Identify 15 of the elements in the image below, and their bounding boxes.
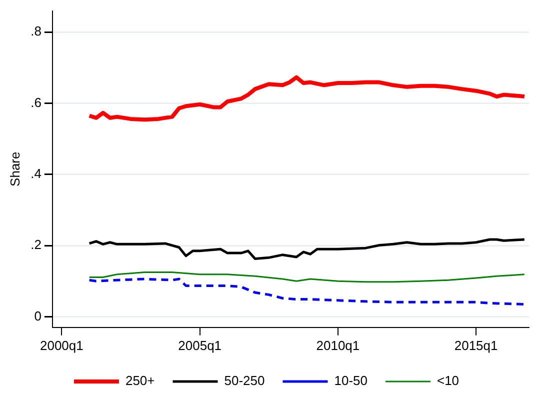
y-tick-label: 0 xyxy=(34,308,42,324)
legend-label: 10-50 xyxy=(334,373,368,388)
x-tick-label: 2015q1 xyxy=(454,338,498,353)
y-tick-label: .4 xyxy=(30,166,42,182)
y-tick-label: .8 xyxy=(30,24,42,39)
x-tick-label: 2000q1 xyxy=(40,338,84,353)
legend-label: 250+ xyxy=(125,373,155,388)
x-tick-label: 2005q1 xyxy=(178,338,222,353)
y-tick-label: .6 xyxy=(30,94,42,110)
x-tick-label: 2010q1 xyxy=(316,338,360,353)
line-series xyxy=(88,278,526,306)
legend-label: <10 xyxy=(436,373,460,388)
legend-label: 50-250 xyxy=(224,373,265,388)
y-tick-label: .2 xyxy=(30,237,42,252)
y-axis-title: Share xyxy=(7,152,22,186)
